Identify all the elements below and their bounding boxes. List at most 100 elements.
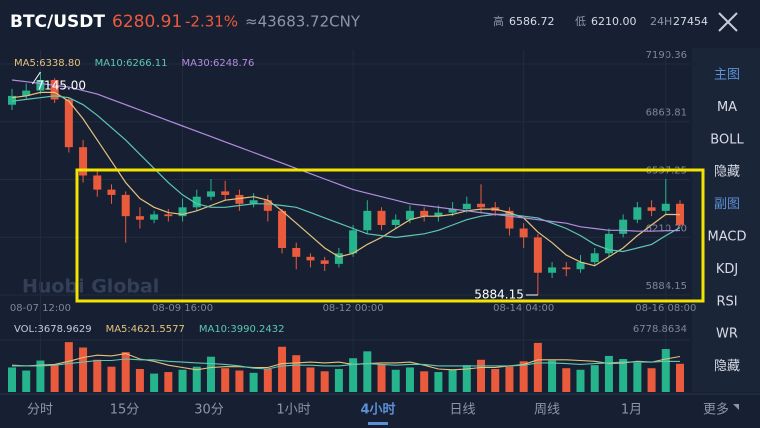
candle-body [150,214,159,220]
candle-body [306,256,315,261]
volume-bar [434,372,443,392]
sidebar-item[interactable]: 隐藏 [714,359,740,374]
candle-body [235,194,244,204]
volume-bar [491,368,500,392]
volume-bar [192,366,201,392]
volume-bar [221,368,230,392]
low-label: 低 [575,15,586,28]
x-tick-label: 08-12 00:00 [323,303,384,314]
legend-entry: MA30:6248.76 [181,58,254,69]
volume-bar [363,351,372,392]
x-tick-label: 08-09 16:00 [152,303,213,314]
watermark: Huobi Global [22,276,159,298]
ma-line [11,79,681,232]
tab[interactable]: 15分 [110,403,140,418]
sidebar-item[interactable]: WR [716,327,738,342]
candle-body [178,207,187,217]
candle-body [349,230,358,254]
volume-bar [36,360,45,392]
candle-body [548,267,557,273]
candle-body [377,210,386,225]
volume-bar [79,347,88,392]
tab[interactable]: 1月 [621,403,642,418]
legend-entry: MA5:4621.5577 [106,324,185,335]
candle-body [661,203,670,211]
high-label: 高 [493,14,504,28]
change: -2.31% [185,13,238,31]
candle-body [135,216,144,220]
volume-bar [462,365,471,392]
candle-body [604,233,613,254]
candle-body [562,267,571,270]
plot: 5884.156210.706537.256863.817190.3608-07… [0,50,696,392]
volume-bar [420,371,429,392]
active-tab-underline [368,422,388,425]
legend-entry: MA5:6338.80 [14,58,81,69]
volume-bar [249,372,258,392]
candle-body [590,253,599,263]
candle-body [22,90,31,96]
ma-line [11,95,681,253]
volume-bar [633,362,642,392]
candle-body [533,237,542,273]
y-tick-label: 7190.36 [646,50,687,61]
tab[interactable]: 1小时 [276,403,310,418]
candle-body [121,194,130,217]
volume-bar [235,370,244,392]
volume-bar [604,355,613,392]
candle-body [292,247,301,257]
sidebar-heading: 主图 [714,68,740,83]
volume-bar [391,369,400,392]
candle-body [477,203,486,208]
ma-line [11,91,681,267]
volume-bar [548,360,557,392]
sidebar-item[interactable]: BOLL [710,132,744,147]
volume-bar [576,369,585,392]
tab[interactable]: 30分 [194,403,224,418]
volume-bar [448,369,457,392]
volume-bar [64,342,73,392]
candle-body [8,95,16,105]
volume-bar [292,355,301,392]
max-marker [32,71,41,85]
vol-ma-line [11,353,681,371]
volume-bar [477,359,486,392]
volume-bar [533,342,542,392]
candle-body [79,147,88,176]
volume-bar [647,368,656,392]
legend-entry: MA10:6266.11 [95,58,168,69]
sidebar-item[interactable]: KDJ [716,262,738,277]
close-button[interactable] [718,12,738,32]
pair: BTC/USDT [10,12,105,32]
tab[interactable]: 更多 [703,402,729,418]
high: 6586.72 [509,15,555,28]
more-arrow [733,404,739,410]
candle-body [64,99,73,148]
tab[interactable]: 4小时 [360,402,395,418]
tab[interactable]: 周线 [534,403,560,418]
volume-bar [661,349,670,392]
vol-ma-line [12,358,681,370]
sidebar-item[interactable]: MACD [708,230,747,245]
volume-bar [334,368,343,392]
volume-bar [519,361,528,392]
volume-bar [278,346,287,392]
candle-body [519,228,528,238]
candle-body [221,191,230,195]
volume-bar [405,367,414,392]
volume-bar [263,368,272,392]
cny: ≈43683.72CNY [245,13,361,31]
sidebar-item[interactable]: MA [717,100,737,115]
volume-bar [107,366,116,392]
candle-body [278,210,287,248]
tab[interactable]: 日线 [449,403,475,418]
sidebar-item[interactable]: RSI [716,294,737,309]
candle-body [249,200,258,204]
candle-body [405,210,414,220]
sidebar-item[interactable]: 隐藏 [714,165,740,180]
candle-body [164,214,173,217]
volume-bar [676,363,684,392]
volume-bar [121,352,130,392]
tab[interactable]: 分时 [27,403,53,418]
